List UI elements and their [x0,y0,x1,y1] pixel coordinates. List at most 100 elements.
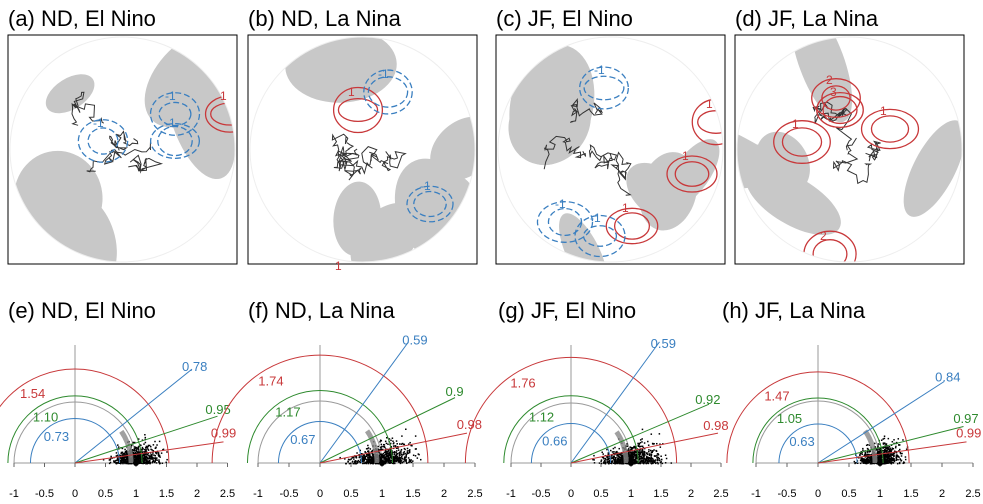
scatter-dot [152,461,154,463]
scatter-dot [390,461,392,463]
scatter-dot [404,448,406,450]
scatter-dot [156,462,158,464]
scatter-dot [354,461,356,463]
x-tick-label: 0 [317,488,323,500]
scatter-dot [142,447,144,449]
scatter-dot [605,462,607,464]
scatter-dot [144,459,146,461]
x-tick-label: 0.5 [593,488,608,500]
scatter-dot [901,455,903,457]
scatter-dot [156,459,158,461]
x-tick-label: 1 [628,488,634,500]
scatter-dot [618,456,620,458]
scatter-dot [373,459,375,461]
contour-label: 1 [880,104,887,118]
scatter-dot [888,460,890,462]
scatter-dot [616,455,618,457]
scatter-dot [399,457,401,459]
scatter-dot [644,458,646,460]
scatter-dot [387,443,389,445]
scatter-dot [385,441,387,443]
scatter-dot [611,458,613,460]
contour-label: 1 [348,85,355,99]
scatter-dot [147,458,149,460]
scatter-dot [869,451,871,453]
scatter-dot [900,452,902,454]
scatter-dot [593,459,595,461]
scatter-dot [145,442,147,444]
scatter-dot [651,459,653,461]
scatter-dot [137,447,139,449]
scatter-dot [362,463,364,465]
scatter-dot [899,444,901,446]
x-tick-label: -0.5 [280,488,299,500]
scatter-dot [120,453,122,455]
scatter-dot [363,455,365,457]
scatter-dot [662,463,664,465]
scatter-dot [350,462,352,464]
scatter-dot [372,453,374,455]
scatter-dot [406,459,408,461]
scatter-dot [656,443,658,445]
scatter-dot [854,461,856,463]
scatter-dot [650,450,652,452]
scatter-dot [159,441,161,443]
scatter-dot [377,446,379,448]
scatter-dot [653,460,655,462]
scatter-dot [370,456,372,458]
scatter-dot [865,452,867,454]
arc-label: 1.05 [777,411,802,426]
contour-label: -1 [594,63,605,77]
scatter-dot [866,445,868,447]
scatter-dot [655,450,657,452]
scatter-dot [356,452,358,454]
scatter-dot [370,458,372,460]
x-tick-label: -0.5 [35,488,54,500]
scatter-dot [150,446,152,448]
scatter-dot [354,463,356,465]
arc-label: 0.63 [789,434,814,449]
scatter-dot [380,440,382,442]
scatter-dot [401,449,403,451]
contour-label: 1 [335,259,342,273]
arc-label: 1.12 [529,409,554,424]
panel-title: (b) ND, La Nina [248,6,402,31]
scatter-dot [659,460,661,462]
scatter-dot [153,454,155,456]
scatter-dot [885,458,887,460]
scatter-dot [148,445,150,447]
scatter-dot [632,458,634,460]
scatter-dot [147,461,149,463]
scatter-dot [881,439,883,441]
scatter-dot [412,460,414,462]
scatter-dot [154,462,156,464]
x-tick-label: -1 [506,488,516,500]
scatter-dot [618,448,620,450]
scatter-dot [626,443,628,445]
scatter-dot [647,441,649,443]
scatter-dot [381,444,383,446]
scatter-dot [162,462,164,464]
contour-label: -1 [590,211,601,225]
scatter-dot [117,458,119,460]
scatter-dot [345,463,347,465]
scatter-dot [381,454,383,456]
scatter-dot [123,461,125,463]
scatter-dot [166,459,168,461]
scatter-dot [890,453,892,455]
scatter-dot [862,458,864,460]
scatter-dot [143,443,145,445]
scatter-dot [653,449,655,451]
scatter-dot [415,448,417,450]
scatter-dot [658,454,660,456]
scatter-dot [613,459,615,461]
scatter-dot [390,460,392,462]
scatter-dot [155,459,157,461]
scatter-dot [892,441,894,443]
scatter-dot [666,458,668,460]
scatter-dot [360,462,362,464]
scatter-dot [145,449,147,451]
scatter-dot [152,458,154,460]
scatter-dot [402,458,404,460]
scatter-dot [871,463,873,465]
